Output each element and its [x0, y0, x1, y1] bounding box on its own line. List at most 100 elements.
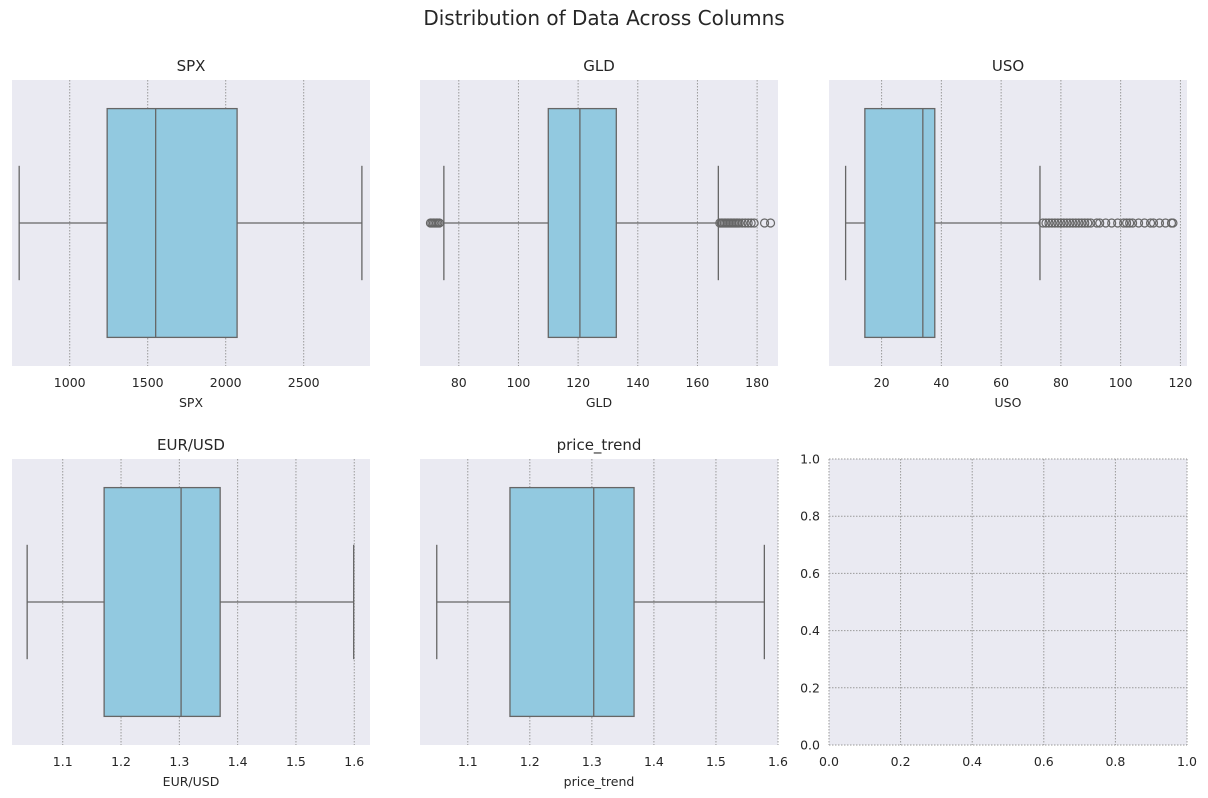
x-tick-label: 80 [451, 375, 467, 390]
subplot: 1000 1500 2000 2500 SPX SPX [12, 57, 370, 410]
outlier-point [1101, 218, 1111, 228]
x-tick-label: 1.2 [520, 754, 540, 769]
x-tick-label: 1.2 [111, 754, 131, 769]
subplot-title: GLD [583, 57, 615, 75]
x-tick-label: 1.6 [768, 754, 788, 769]
x-tick-label: 2000 [210, 375, 242, 390]
x-tick-label: 1.1 [458, 754, 478, 769]
x-tick-label: 1.4 [228, 754, 248, 769]
outlier-point [1071, 218, 1081, 228]
y-tick-label: 1.0 [800, 452, 820, 467]
subplot: 80 100 120 140 160 180 GLD GLD [420, 57, 778, 410]
outlier-point [1068, 218, 1078, 228]
subplot-title: SPX [177, 57, 206, 75]
outlier-point [1148, 218, 1159, 228]
y-tick-label: 0.4 [800, 623, 820, 638]
outlier-point [1053, 218, 1063, 228]
outlier-point [1086, 218, 1096, 228]
subplot: 0.0 0.2 0.4 0.6 0.8 1.0 0.0 0.2 0.4 0.6 0.8 1.0 [800, 452, 1197, 770]
x-axis-label: GLD [586, 395, 612, 410]
outlier-point [1083, 218, 1093, 228]
outlier-point [743, 218, 753, 228]
x-tick-label: 1000 [54, 375, 86, 390]
x-tick-label: 1500 [132, 375, 164, 390]
outlier-point [1041, 218, 1051, 228]
x-tick-label: 20 [874, 375, 890, 390]
x-axis-label: EUR/USD [163, 774, 220, 789]
x-tick-label: 120 [1168, 375, 1192, 390]
y-tick-label: 0.0 [800, 738, 820, 753]
iqr-box [103, 486, 221, 718]
subplot: 1.1 1.2 1.3 1.4 1.5 1.6 price_trend price_trend [420, 436, 788, 789]
outlier-point [765, 218, 776, 228]
outlier-point [737, 218, 747, 228]
x-tick-label: 80 [1053, 375, 1069, 390]
x-tick-label: 140 [626, 375, 650, 390]
subplot-title: USO [992, 57, 1024, 75]
outlier-point [1113, 218, 1123, 228]
x-tick-label: 0.4 [962, 754, 982, 769]
outlier-point [1044, 218, 1054, 228]
subplot-title: EUR/USD [157, 436, 225, 454]
outlier-point [1047, 218, 1057, 228]
x-tick-label: 1.6 [344, 754, 364, 769]
outlier-point [1092, 218, 1102, 228]
outlier-point [740, 218, 750, 228]
x-tick-label: 100 [507, 375, 531, 390]
outlier-point [1062, 218, 1072, 228]
outlier-point [1145, 218, 1156, 228]
subplot-grid: 1000 1500 2000 2500 SPX SPX 80 100 120 140 160 180 G… [12, 57, 1197, 789]
outlier-point [1139, 218, 1150, 228]
y-tick-label: 0.6 [800, 566, 820, 581]
outlier-point [1059, 218, 1069, 228]
x-tick-label: 1.5 [706, 754, 726, 769]
x-axis-label: USO [995, 395, 1022, 410]
iqr-box [106, 107, 238, 339]
outlier-point [1056, 218, 1066, 228]
x-axis-label: SPX [179, 395, 203, 410]
x-tick-label: 0.6 [1034, 754, 1054, 769]
x-tick-label: 1.0 [1177, 754, 1197, 769]
outlier-point [1038, 218, 1048, 228]
outlier-point [1122, 218, 1132, 228]
x-tick-label: 160 [686, 375, 710, 390]
outlier-point [434, 218, 444, 228]
x-tick-label: 1.4 [644, 754, 664, 769]
y-tick-label: 0.2 [800, 680, 820, 695]
outlier-point [1077, 218, 1087, 228]
outlier-point [1050, 218, 1060, 228]
x-tick-label: 0.2 [891, 754, 911, 769]
outlier-point [734, 218, 744, 228]
x-tick-label: 180 [745, 375, 769, 390]
x-tick-label: 0.8 [1105, 754, 1125, 769]
outlier-point [1080, 218, 1090, 228]
subplot: 20 40 60 80 100 120 USO USO [829, 57, 1192, 410]
plot-area [829, 459, 1187, 745]
x-tick-label: 40 [933, 375, 949, 390]
outlier-point [1065, 218, 1075, 228]
outlier-point [1133, 218, 1144, 228]
outlier-point [746, 218, 756, 228]
x-tick-label: 0.0 [819, 754, 839, 769]
x-tick-label: 120 [566, 375, 590, 390]
subplot-title: price_trend [557, 436, 642, 455]
figure-title: Distribution of Data Across Columns [423, 6, 784, 30]
x-tick-label: 1.3 [169, 754, 189, 769]
x-tick-label: 1.3 [582, 754, 602, 769]
outlier-point [1107, 218, 1117, 228]
x-tick-label: 2500 [288, 375, 320, 390]
subplot: 1.1 1.2 1.3 1.4 1.5 1.6 EUR/USD EUR/USD [12, 436, 370, 789]
x-axis-label: price_trend [564, 774, 635, 789]
x-tick-label: 100 [1109, 375, 1133, 390]
outlier-point [1119, 218, 1129, 228]
outlier-point [1074, 218, 1084, 228]
outlier-point [759, 218, 770, 228]
outlier-point [1154, 218, 1165, 228]
x-tick-label: 1.1 [53, 754, 73, 769]
x-tick-label: 1.5 [286, 754, 306, 769]
outlier-point [1168, 218, 1178, 228]
outlier-point [1125, 218, 1135, 228]
iqr-box [864, 107, 936, 339]
x-tick-label: 60 [993, 375, 1009, 390]
outlier-point [749, 218, 759, 228]
